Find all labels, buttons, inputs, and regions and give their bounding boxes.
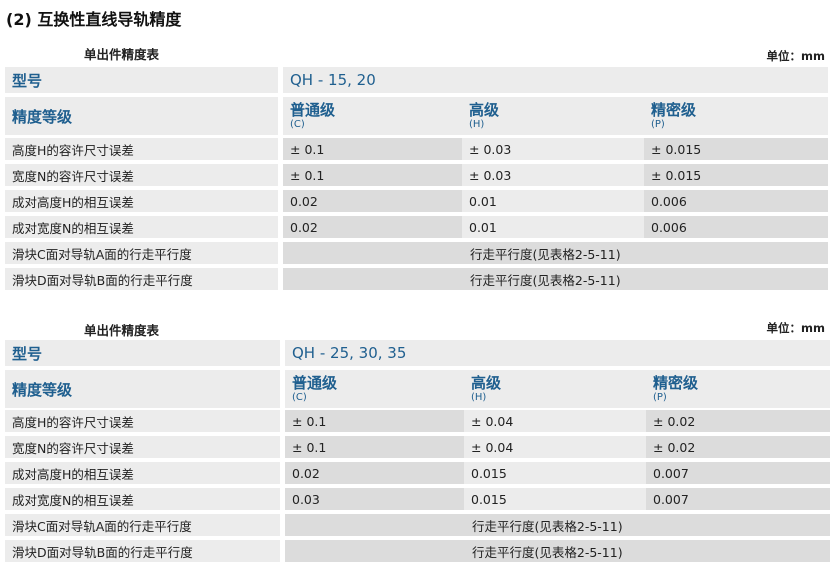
grade-label: 精度等级 bbox=[5, 97, 278, 135]
model-label: 型号 bbox=[5, 67, 278, 93]
grade-code: (H) bbox=[469, 118, 485, 130]
merged-value: 行走平行度(见表格2-5-11) bbox=[285, 514, 830, 536]
value-cell: 0.02 bbox=[283, 190, 462, 212]
row-label: 成对高度H的相互误差 bbox=[5, 462, 280, 484]
model-label: 型号 bbox=[5, 340, 280, 366]
grade-code: (C) bbox=[292, 391, 307, 403]
value-cell: 0.006 bbox=[644, 216, 828, 238]
value-cell: 0.015 bbox=[464, 488, 646, 510]
row-label: 滑块C面对导轨A面的行走平行度 bbox=[5, 242, 278, 264]
merged-text: 行走平行度(见表格2-5-11) bbox=[470, 272, 621, 288]
model-value: QH - 25, 30, 35 bbox=[285, 340, 830, 366]
value-cell: ± 0.015 bbox=[644, 164, 828, 186]
grade-code: (P) bbox=[651, 118, 665, 130]
model-value: QH - 15, 20 bbox=[283, 67, 828, 93]
value-cell: 0.006 bbox=[644, 190, 828, 212]
value-cell: ± 0.02 bbox=[646, 410, 830, 432]
grade-header: 高级 (H) bbox=[464, 370, 646, 408]
row-label: 滑块D面对导轨B面的行走平行度 bbox=[5, 540, 280, 562]
value-cell: 0.01 bbox=[462, 216, 644, 238]
value-cell: 0.015 bbox=[464, 462, 646, 484]
unit-label: 单位：mm bbox=[766, 49, 825, 63]
row-label: 成对高度H的相互误差 bbox=[5, 190, 278, 212]
value-cell: ± 0.1 bbox=[285, 436, 464, 458]
grade-name: 精密级 bbox=[651, 100, 697, 119]
row-label: 滑块D面对导轨B面的行走平行度 bbox=[5, 268, 278, 290]
grade-name: 精密级 bbox=[653, 373, 699, 392]
grade-label: 精度等级 bbox=[5, 370, 280, 408]
value-cell: ± 0.015 bbox=[644, 138, 828, 160]
row-label: 高度H的容许尺寸误差 bbox=[5, 138, 278, 160]
grade-name: 普通级 bbox=[292, 373, 338, 392]
merged-value: 行走平行度(见表格2-5-11) bbox=[283, 242, 828, 264]
row-label: 成对宽度N的相互误差 bbox=[5, 488, 280, 510]
value-cell: 0.007 bbox=[646, 462, 830, 484]
grade-header: 高级 (H) bbox=[462, 97, 644, 135]
value-cell: ± 0.02 bbox=[646, 436, 830, 458]
value-cell: ± 0.04 bbox=[464, 410, 646, 432]
row-label: 高度H的容许尺寸误差 bbox=[5, 410, 280, 432]
table-caption: 单出件精度表 bbox=[84, 47, 160, 62]
merged-text: 行走平行度(见表格2-5-11) bbox=[472, 518, 623, 534]
value-cell: ± 0.04 bbox=[464, 436, 646, 458]
grade-code: (P) bbox=[653, 391, 667, 403]
value-cell: ± 0.03 bbox=[462, 138, 644, 160]
grade-code: (H) bbox=[471, 391, 487, 403]
grade-header: 精密级 (P) bbox=[646, 370, 830, 408]
row-label: 成对宽度N的相互误差 bbox=[5, 216, 278, 238]
value-cell: ± 0.1 bbox=[285, 410, 464, 432]
value-cell: ± 0.1 bbox=[283, 164, 462, 186]
merged-value: 行走平行度(见表格2-5-11) bbox=[283, 268, 828, 290]
value-cell: 0.02 bbox=[285, 462, 464, 484]
merged-text: 行走平行度(见表格2-5-11) bbox=[470, 246, 621, 262]
value-cell: 0.02 bbox=[283, 216, 462, 238]
grade-name: 高级 bbox=[469, 100, 500, 119]
grade-header: 精密级 (P) bbox=[644, 97, 828, 135]
grade-header: 普通级 (C) bbox=[283, 97, 462, 135]
grade-name: 普通级 bbox=[290, 100, 336, 119]
row-label: 宽度N的容许尺寸误差 bbox=[5, 164, 278, 186]
merged-text: 行走平行度(见表格2-5-11) bbox=[472, 544, 623, 560]
value-cell: ± 0.1 bbox=[283, 138, 462, 160]
row-label: 滑块C面对导轨A面的行走平行度 bbox=[5, 514, 280, 536]
row-label: 宽度N的容许尺寸误差 bbox=[5, 436, 280, 458]
section-title: (2) 互换性直线导轨精度 bbox=[6, 10, 182, 29]
value-cell: ± 0.03 bbox=[462, 164, 644, 186]
value-cell: 0.007 bbox=[646, 488, 830, 510]
unit-label: 单位：mm bbox=[766, 321, 825, 335]
grade-header: 普通级 (C) bbox=[285, 370, 464, 408]
table-caption: 单出件精度表 bbox=[84, 323, 160, 338]
merged-value: 行走平行度(见表格2-5-11) bbox=[285, 540, 830, 562]
value-cell: 0.03 bbox=[285, 488, 464, 510]
value-cell: 0.01 bbox=[462, 190, 644, 212]
grade-name: 高级 bbox=[471, 373, 502, 392]
grade-code: (C) bbox=[290, 118, 305, 130]
